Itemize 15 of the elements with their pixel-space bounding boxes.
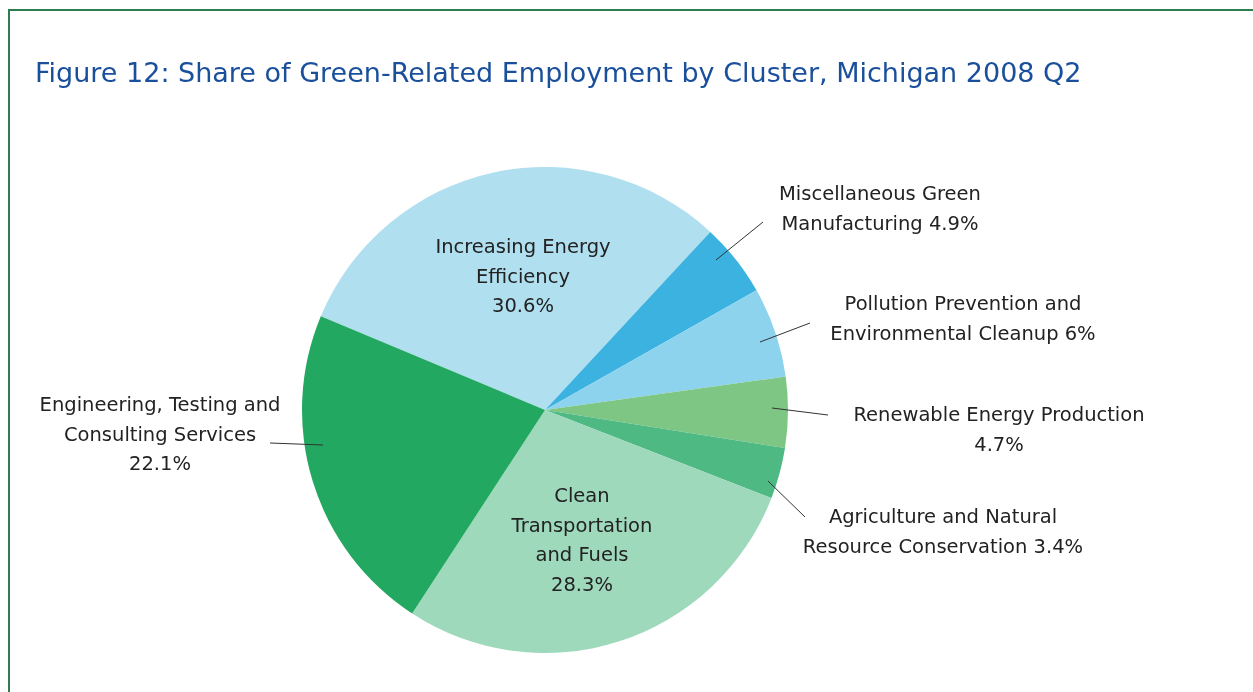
slice-label: Renewable Energy Production [853, 403, 1145, 426]
pie-slice [545, 376, 788, 449]
slice-label: Agriculture and Natural Resource Conservation 3.4% [802, 505, 1084, 558]
slice-label: Clean Transportation and Fuels [510, 484, 653, 566]
data-label: 4.7% [974, 432, 1024, 456]
data-label: 22.1% [129, 452, 191, 475]
slice-label: Increasing Energy Efficiency [435, 235, 611, 288]
pie-slice [320, 167, 711, 410]
pie-slice [412, 410, 772, 653]
slice-label: Engineering, Testing and Consulting Services [39, 393, 281, 446]
slice-label: Pollution Prevention and Environmental Cleanup 6% [830, 292, 1096, 345]
slice-label: Miscellaneous Green Manufacturing 4.9% [779, 182, 981, 235]
chart-title: Figure 12: Share of Green-Related Employment by Cluster, Michigan 2008 Q2 [35, 57, 1082, 88]
data-label: 30.6% [492, 294, 554, 317]
data-label: 28.3% [551, 572, 613, 596]
